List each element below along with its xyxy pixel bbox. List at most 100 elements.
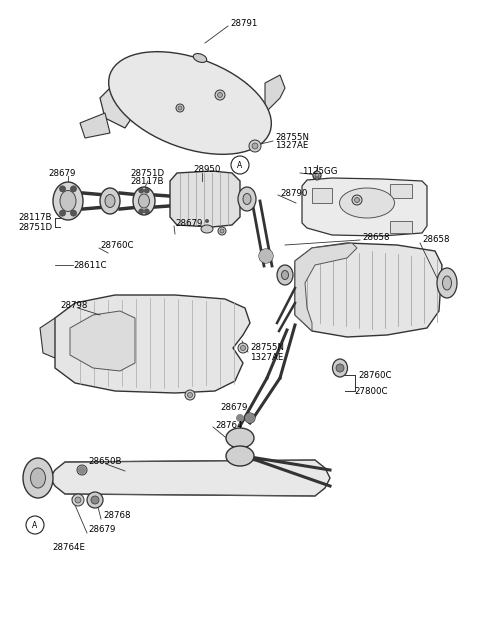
Circle shape [139, 209, 144, 214]
Circle shape [144, 188, 149, 193]
Circle shape [176, 104, 184, 112]
Ellipse shape [281, 270, 288, 280]
Circle shape [60, 186, 65, 192]
Circle shape [252, 143, 258, 149]
Ellipse shape [437, 268, 457, 298]
Ellipse shape [277, 265, 293, 285]
Polygon shape [70, 311, 135, 371]
Circle shape [249, 140, 261, 152]
Text: 28117B: 28117B [130, 177, 164, 187]
Ellipse shape [226, 446, 254, 466]
Text: 28117B: 28117B [18, 213, 51, 223]
Text: 28755N: 28755N [250, 344, 284, 353]
Text: 28650B: 28650B [88, 456, 121, 465]
Text: 28798: 28798 [60, 301, 87, 310]
Circle shape [263, 253, 269, 259]
Text: 28658: 28658 [422, 235, 449, 244]
Circle shape [231, 156, 249, 174]
Circle shape [205, 219, 209, 223]
Ellipse shape [201, 225, 213, 233]
Text: 28751D: 28751D [130, 168, 164, 177]
Circle shape [220, 229, 224, 233]
Circle shape [144, 209, 149, 214]
Polygon shape [40, 318, 67, 358]
Text: 28679: 28679 [220, 403, 247, 413]
Ellipse shape [23, 458, 53, 498]
Polygon shape [100, 78, 135, 128]
Polygon shape [295, 243, 442, 337]
Polygon shape [302, 178, 427, 236]
Bar [390, 221, 412, 233]
Ellipse shape [339, 188, 395, 218]
Ellipse shape [333, 359, 348, 377]
Circle shape [315, 173, 319, 177]
Circle shape [217, 92, 223, 97]
Circle shape [185, 390, 195, 400]
Circle shape [313, 172, 321, 180]
Ellipse shape [193, 54, 207, 63]
Circle shape [78, 466, 86, 474]
Circle shape [26, 516, 44, 534]
Polygon shape [170, 171, 240, 227]
Ellipse shape [238, 187, 256, 211]
Circle shape [355, 197, 360, 203]
Text: 28755N: 28755N [275, 132, 309, 142]
Text: 28950: 28950 [193, 165, 220, 175]
Circle shape [238, 343, 248, 353]
Text: 28751D: 28751D [18, 223, 52, 232]
Circle shape [236, 414, 244, 422]
Text: 28790: 28790 [280, 189, 307, 197]
Text: 28658: 28658 [362, 232, 389, 242]
Text: 28760C: 28760C [358, 370, 392, 380]
Text: 28679: 28679 [88, 525, 115, 534]
Ellipse shape [60, 191, 76, 211]
Ellipse shape [443, 276, 452, 290]
Circle shape [313, 171, 321, 179]
Circle shape [91, 496, 99, 504]
Text: 28760C: 28760C [100, 241, 133, 249]
Text: 28679: 28679 [48, 168, 75, 177]
Circle shape [315, 174, 319, 178]
Ellipse shape [108, 52, 271, 154]
Ellipse shape [53, 182, 83, 220]
Circle shape [245, 413, 255, 423]
Text: 1327AE: 1327AE [250, 353, 283, 361]
Text: 28764: 28764 [215, 420, 242, 430]
Text: 1125GG: 1125GG [302, 166, 337, 175]
Ellipse shape [87, 492, 103, 508]
Circle shape [218, 227, 226, 235]
Bar [390, 184, 412, 198]
Text: A: A [32, 520, 37, 529]
Circle shape [336, 364, 344, 372]
Circle shape [71, 186, 76, 192]
Circle shape [72, 494, 84, 506]
Bar [312, 188, 332, 203]
Text: 28764E: 28764E [52, 542, 85, 551]
Text: 28768: 28768 [103, 511, 131, 520]
Text: 28791: 28791 [230, 18, 257, 27]
Circle shape [77, 465, 87, 475]
Circle shape [259, 249, 273, 263]
Circle shape [245, 413, 255, 423]
Ellipse shape [243, 194, 251, 204]
Circle shape [352, 195, 362, 205]
Circle shape [60, 210, 65, 216]
Polygon shape [55, 295, 250, 393]
Polygon shape [80, 113, 110, 138]
Ellipse shape [105, 194, 115, 208]
Text: 28679: 28679 [175, 220, 203, 229]
Polygon shape [265, 75, 285, 113]
Ellipse shape [133, 187, 155, 215]
Polygon shape [295, 243, 357, 331]
Polygon shape [50, 460, 330, 496]
Circle shape [71, 210, 76, 216]
Circle shape [240, 346, 245, 351]
Circle shape [188, 392, 192, 398]
Circle shape [215, 90, 225, 100]
Ellipse shape [139, 194, 149, 208]
Ellipse shape [100, 188, 120, 214]
Ellipse shape [226, 428, 254, 448]
Circle shape [139, 188, 144, 193]
Text: 27800C: 27800C [354, 387, 387, 396]
Circle shape [178, 106, 182, 110]
